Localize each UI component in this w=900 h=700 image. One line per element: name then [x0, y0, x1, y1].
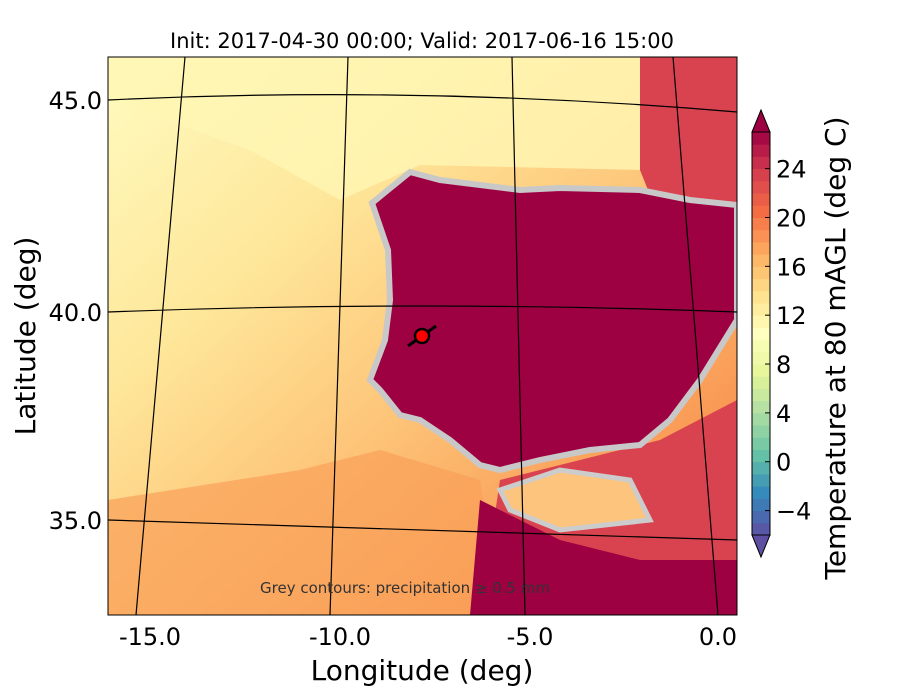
map-field [108, 57, 737, 615]
x-tick-label: -15.0 [119, 623, 181, 651]
colorbar-segment [752, 327, 770, 341]
colorbar-tick-label: 16 [776, 253, 807, 281]
grid-lon-10 [329, 57, 349, 615]
colorbar-segment [752, 229, 770, 243]
sea-southwest [108, 450, 500, 615]
chart-title: Init: 2017-04-30 00:00; Valid: 2017-06-1… [170, 29, 674, 53]
colorbar-segment [752, 473, 770, 487]
colorbar-segment [752, 241, 770, 255]
colorbar-segment [752, 461, 770, 475]
x-ticks: -15.0 -10.0 -5.0 0.0 [119, 623, 737, 651]
colorbar-segment [752, 180, 770, 194]
y-axis-label: Latitude (deg) [9, 237, 42, 436]
y-ticks: 45.0 40.0 35.0 [49, 87, 102, 535]
colorbar-segment [752, 266, 770, 280]
annotation: Grey contours: precipitation ≥ 0.5 mm [260, 579, 550, 597]
colorbar-segment [752, 315, 770, 328]
colorbar-segment [752, 425, 770, 438]
colorbar-segment [752, 290, 770, 304]
colorbar-segment [752, 364, 770, 377]
colorbar-segment [752, 217, 770, 231]
x-axis-label: Longitude (deg) [311, 654, 534, 687]
colorbar-segment [752, 388, 770, 402]
colorbar-segment [752, 278, 770, 292]
colorbar-extend-max [751, 108, 771, 133]
colorbar: −4 0 4 8 12 16 20 24 [751, 108, 811, 559]
colorbar-segment [752, 437, 770, 451]
colorbar-segment [752, 302, 770, 316]
colorbar-segment [752, 400, 770, 414]
colorbar-tick-label: 4 [776, 400, 791, 428]
x-tick-label: 0.0 [699, 623, 737, 651]
y-tick-label: 40.0 [49, 299, 102, 327]
colorbar-tick-label: 20 [776, 204, 807, 232]
colorbar-segment [752, 498, 770, 512]
colorbar-segment [752, 205, 770, 218]
colorbar-segment [752, 449, 770, 463]
land-iberia [366, 168, 737, 474]
land-north-africa [470, 500, 737, 615]
grid-lon-15 [135, 57, 186, 615]
sea-gulf-of-lion [640, 57, 737, 210]
x-tick-label: -5.0 [507, 623, 554, 651]
axes-frame [107, 56, 738, 616]
colorbar-segment [752, 510, 770, 524]
colorbar-frame [751, 131, 771, 536]
colorbar-segment [752, 376, 770, 389]
colorbar-segment [752, 156, 770, 170]
site-marker [413, 327, 431, 345]
x-tick-label: -10.0 [309, 623, 371, 651]
colorbar-segment [752, 351, 770, 365]
colorbar-segment [752, 168, 770, 182]
colorbar-label: Temperature at 80 mAGL (deg C) [819, 116, 852, 580]
colorbar-extend-min [751, 534, 771, 559]
grid-lat-40 [108, 305, 737, 313]
sea-alboran [496, 467, 654, 533]
colorbar-segment [752, 132, 770, 145]
grid-lat-35 [108, 519, 737, 541]
colorbar-tick-label: 12 [776, 302, 807, 330]
colorbar-tick-label: 0 [776, 449, 791, 477]
colorbar-segment [752, 254, 770, 267]
colorbar-segment [752, 522, 770, 536]
colorbar-tick-label: −4 [776, 498, 811, 526]
grid-lon-5 [511, 57, 526, 615]
y-tick-label: 35.0 [49, 507, 102, 535]
y-tick-label: 45.0 [49, 87, 102, 115]
colorbar-segment [752, 144, 770, 157]
colorbar-tick-label: 24 [776, 156, 807, 184]
grid-lon-0 [672, 57, 719, 615]
sea-northwest [108, 57, 640, 200]
graticule [108, 57, 737, 615]
colorbar-tick-label: 8 [776, 351, 791, 379]
colorbar-segment [752, 339, 770, 353]
grid-lat-45 [108, 94, 737, 113]
colorbar-segment [752, 486, 770, 499]
colorbar-segment [752, 412, 770, 426]
colorbar-segment [752, 193, 770, 206]
